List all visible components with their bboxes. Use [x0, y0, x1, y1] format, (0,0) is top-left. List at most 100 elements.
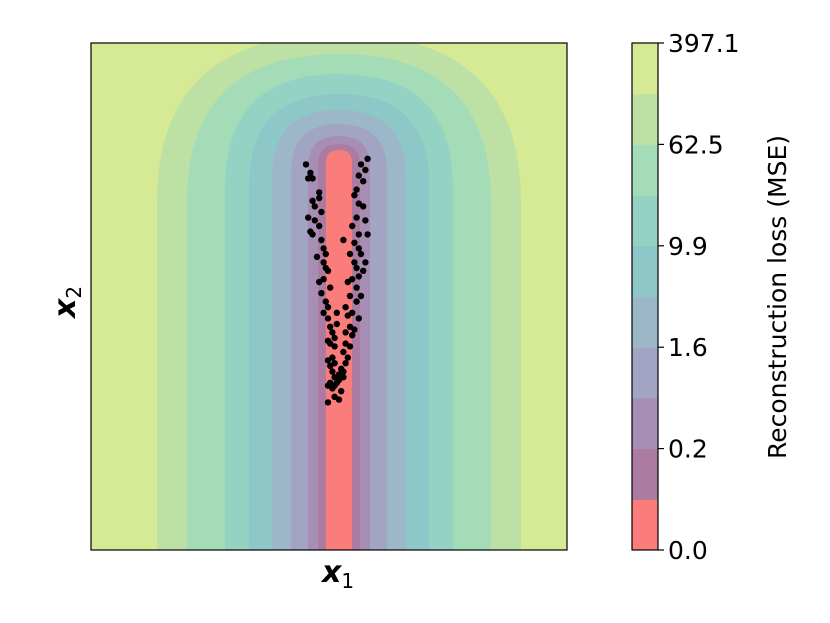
- colorbar-frame: [631, 42, 659, 551]
- plot-frame: [90, 42, 568, 551]
- data-point: [346, 250, 354, 258]
- data-point: [311, 203, 318, 210]
- data-point: [318, 290, 325, 297]
- data-point: [344, 354, 351, 361]
- colorbar-bands: [632, 43, 658, 551]
- data-point: [364, 231, 371, 238]
- data-point: [360, 203, 367, 210]
- data-point: [346, 343, 354, 350]
- x-axis-label: x1: [320, 555, 354, 593]
- colorbar-tick-label: 1.6: [668, 333, 708, 362]
- data-point: [331, 360, 338, 367]
- data-point: [331, 343, 338, 350]
- colorbar-tick-label: 9.9: [668, 232, 708, 261]
- data-point: [364, 155, 371, 162]
- colorbar-tick-label: 0.2: [668, 435, 708, 464]
- colorbar-label: Reconstruction loss (MSE): [763, 135, 792, 459]
- data-point: [305, 214, 312, 221]
- data-point: [316, 194, 323, 202]
- colorbar: 0.0 0.2 1.6 9.9 62.5 397.1: [631, 29, 740, 565]
- data-point: [355, 245, 362, 252]
- data-point: [355, 172, 362, 179]
- data-point: [313, 253, 321, 260]
- data-point: [342, 329, 349, 336]
- data-point: [338, 388, 345, 395]
- data-point: [340, 348, 347, 356]
- data-point: [360, 178, 367, 185]
- data-point: [331, 334, 338, 342]
- colorbar-band: [632, 144, 658, 196]
- data-point: [333, 309, 340, 316]
- data-point: [355, 315, 362, 322]
- data-point: [320, 245, 327, 252]
- data-point: [316, 189, 323, 196]
- data-point: [316, 278, 323, 286]
- data-point: [329, 368, 336, 375]
- data-point: [353, 284, 360, 291]
- data-point: [309, 197, 316, 204]
- data-point: [344, 278, 351, 286]
- colorbar-band: [632, 195, 658, 247]
- data-point: [342, 360, 349, 367]
- data-point: [324, 399, 332, 406]
- colorbar-tick-label: 62.5: [668, 130, 724, 159]
- data-point: [357, 161, 365, 168]
- data-point: [324, 357, 332, 364]
- data-point: [324, 315, 332, 322]
- data-point: [322, 298, 329, 305]
- y-axis-label-subscript: 2: [62, 286, 86, 299]
- data-point: [362, 166, 369, 174]
- data-point: [353, 214, 360, 221]
- colorbar-band: [632, 296, 658, 348]
- data-point: [333, 320, 340, 328]
- data-point: [331, 382, 338, 389]
- data-point: [349, 309, 356, 316]
- data-point: [353, 186, 360, 193]
- scatter-points: [302, 155, 371, 406]
- data-point: [327, 284, 334, 291]
- colorbar-band: [632, 245, 658, 297]
- contour-bands: [91, 43, 567, 550]
- colorbar-band: [632, 43, 658, 95]
- colorbar-band: [632, 448, 658, 500]
- data-point: [349, 222, 356, 230]
- colorbar-band: [632, 93, 658, 145]
- data-point: [351, 192, 358, 199]
- data-point: [342, 304, 349, 311]
- data-point: [357, 250, 365, 258]
- data-point: [351, 326, 358, 333]
- colorbar-ticks: 0.0 0.2 1.6 9.9 62.5 397.1: [658, 29, 740, 565]
- data-point: [355, 273, 362, 280]
- data-point: [318, 236, 325, 244]
- data-point: [349, 332, 356, 339]
- colorbar-tick-label: 0.0: [668, 536, 708, 565]
- data-point: [362, 217, 369, 224]
- data-point: [311, 217, 318, 224]
- data-point: [346, 292, 354, 300]
- valley-line: [333, 158, 349, 550]
- colorbar-band: [632, 397, 658, 450]
- colorbar-tick-label: 397.1: [668, 29, 740, 58]
- data-point: [305, 175, 312, 182]
- data-point: [340, 236, 347, 244]
- data-point: [360, 267, 367, 274]
- data-point: [324, 304, 332, 311]
- x-axis-label-subscript: 1: [341, 569, 354, 593]
- data-point: [329, 329, 336, 336]
- data-point: [340, 374, 347, 381]
- colorbar-band: [632, 499, 658, 551]
- data-point: [353, 264, 360, 272]
- data-point: [302, 161, 310, 168]
- data-point: [351, 259, 358, 266]
- colorbar-band: [632, 347, 658, 399]
- data-point: [320, 309, 327, 316]
- data-point: [353, 298, 360, 305]
- data-point: [340, 368, 347, 375]
- y-axis-label: x2: [48, 286, 86, 320]
- data-point: [362, 259, 369, 266]
- data-point: [316, 222, 323, 230]
- data-point: [355, 231, 362, 238]
- data-point: [351, 239, 358, 246]
- data-point: [309, 231, 316, 238]
